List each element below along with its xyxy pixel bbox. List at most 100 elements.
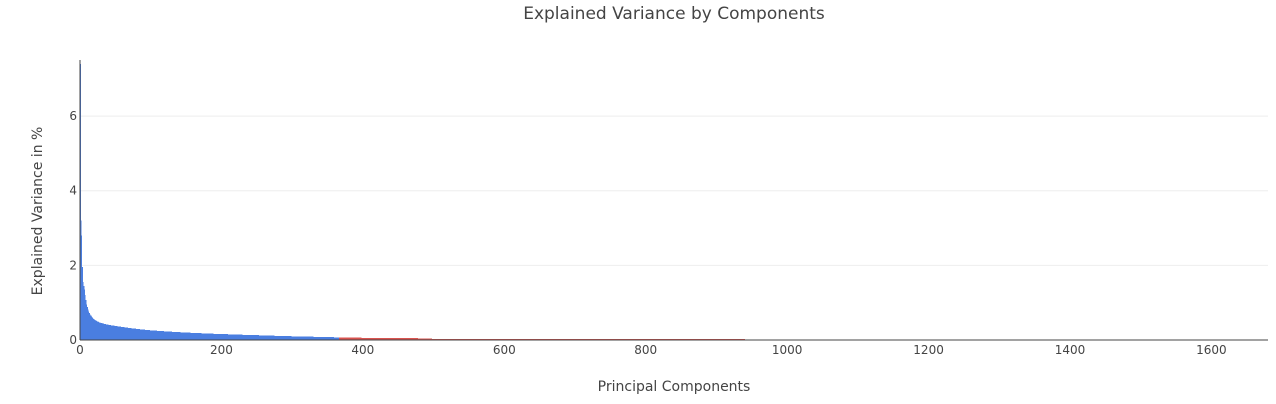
bar	[415, 338, 416, 340]
bar	[345, 337, 346, 340]
bar	[255, 335, 257, 340]
bar	[268, 335, 269, 340]
bar	[261, 335, 263, 340]
bar	[193, 332, 194, 340]
bar	[154, 330, 156, 340]
bar	[224, 334, 226, 340]
bar	[176, 332, 178, 340]
bar	[146, 329, 148, 340]
bar	[113, 325, 115, 340]
bar	[95, 320, 97, 340]
bar	[246, 334, 248, 340]
bar	[386, 338, 388, 340]
bar	[295, 336, 297, 340]
bar	[236, 334, 238, 340]
bar	[249, 334, 250, 340]
bar	[128, 327, 130, 340]
bar	[230, 334, 232, 340]
bar	[340, 337, 341, 340]
bar	[203, 333, 205, 340]
bar	[378, 337, 380, 340]
bar	[176, 332, 177, 340]
bar	[239, 334, 240, 340]
bar	[120, 326, 122, 340]
bar	[279, 335, 281, 340]
bar	[111, 325, 112, 340]
bar	[165, 331, 167, 340]
bar	[168, 331, 170, 340]
bar	[200, 333, 202, 340]
bar	[190, 332, 192, 340]
bar	[122, 327, 124, 340]
bar	[278, 335, 279, 340]
bar	[121, 326, 123, 340]
bar	[306, 336, 308, 340]
bar	[427, 338, 428, 340]
bar	[270, 335, 271, 340]
bar	[246, 334, 247, 340]
bar	[231, 334, 233, 340]
bar	[367, 337, 369, 340]
bar	[395, 338, 397, 340]
bar	[169, 331, 170, 340]
bar	[352, 337, 354, 340]
bar	[104, 323, 105, 340]
bar	[140, 329, 142, 340]
bar	[292, 336, 293, 340]
bar	[338, 337, 340, 340]
bar	[215, 333, 217, 340]
bar	[80, 220, 82, 340]
bar	[87, 307, 88, 340]
bar	[381, 337, 383, 340]
bar	[152, 330, 154, 340]
x-tick-label: 600	[493, 343, 516, 357]
bar	[327, 337, 329, 340]
bar	[340, 337, 342, 340]
bar	[272, 335, 274, 340]
bar	[82, 267, 83, 340]
bar	[222, 334, 223, 340]
bar	[117, 326, 119, 340]
x-tick-label: 400	[351, 343, 374, 357]
bar	[384, 338, 385, 340]
bar	[425, 338, 427, 340]
bar	[87, 309, 89, 340]
bar	[401, 338, 403, 340]
bar	[280, 335, 282, 340]
bar	[294, 336, 296, 340]
bar	[195, 333, 197, 340]
bar	[258, 335, 260, 340]
bar	[145, 329, 146, 340]
bar	[391, 338, 392, 340]
bar	[360, 337, 362, 340]
bar	[387, 338, 389, 340]
bar	[99, 322, 101, 340]
bar	[391, 338, 393, 340]
bar	[319, 336, 321, 340]
x-tick-label: 200	[210, 343, 233, 357]
bar	[380, 337, 382, 340]
bar	[405, 338, 407, 340]
bar	[358, 337, 360, 340]
bar	[273, 335, 274, 340]
bar	[128, 327, 129, 340]
bar	[323, 336, 325, 340]
bar	[198, 333, 199, 340]
bar	[418, 338, 419, 340]
bar	[399, 338, 401, 340]
bar	[108, 324, 110, 340]
bar	[326, 337, 328, 340]
bar	[393, 338, 395, 340]
bar	[386, 338, 387, 340]
bar	[276, 335, 278, 340]
bar	[192, 332, 194, 340]
bar	[213, 333, 215, 340]
bar	[99, 322, 100, 340]
bar	[402, 338, 404, 340]
bar	[217, 333, 219, 340]
bar	[287, 336, 289, 340]
bar	[155, 330, 157, 340]
bar	[311, 336, 312, 340]
bar	[404, 338, 406, 340]
